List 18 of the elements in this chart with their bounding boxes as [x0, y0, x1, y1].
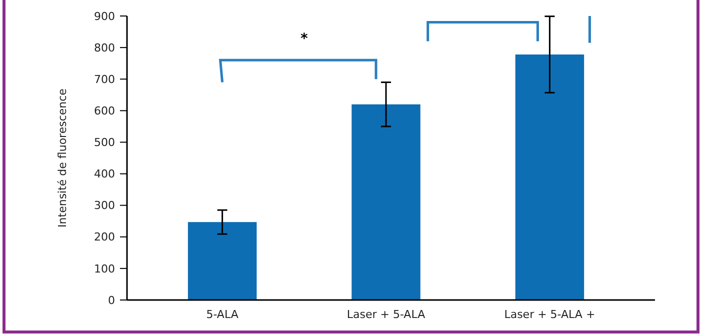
y-tick-label: 600 — [94, 104, 115, 118]
bar — [352, 104, 420, 300]
y-tick-label: 400 — [94, 168, 115, 181]
y-tick-label: 200 — [94, 230, 115, 244]
y-tick-label: 100 — [94, 262, 115, 276]
y-tick-label: 900 — [94, 10, 115, 23]
y-tick-label: 0 — [108, 294, 115, 307]
x-tick-label: Laser + 5-ALA + — [504, 308, 596, 321]
y-tick-label: 500 — [94, 136, 115, 150]
bar — [515, 54, 584, 300]
y-tick-label: 300 — [94, 199, 115, 212]
x-tick-label: 5-ALA — [206, 308, 239, 321]
bar — [188, 222, 257, 300]
y-tick-label: 800 — [94, 41, 115, 54]
y-tick-label: 700 — [94, 72, 115, 86]
annotation: * — [300, 30, 308, 47]
x-tick-label: Laser + 5-ALA — [346, 308, 426, 321]
y-axis-title: Intensité de fluorescence — [56, 88, 69, 228]
